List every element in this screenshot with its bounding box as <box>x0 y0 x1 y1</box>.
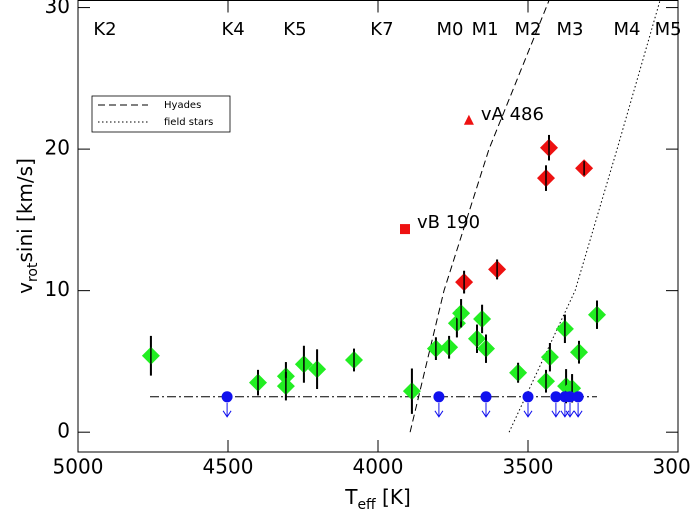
circle-marker <box>550 391 562 403</box>
circle-marker <box>522 391 534 403</box>
y-axis-label: vrotsini [km/s] <box>13 158 42 294</box>
spectral-type-label: M3 <box>557 19 584 40</box>
upper-limit-arrow <box>560 402 570 418</box>
x-tick-label: 4000 <box>353 455 404 479</box>
triangle-marker <box>463 114 474 125</box>
spectral-type-label: M2 <box>515 19 542 40</box>
y-tick-label: 10 <box>45 277 70 301</box>
point-label: vB 190 <box>417 212 480 233</box>
upper-limit-arrow <box>565 402 575 418</box>
spectral-type-label: K7 <box>370 19 393 40</box>
spectral-type-label: K2 <box>93 19 116 40</box>
point-label: vA 486 <box>481 104 544 125</box>
x-tick-label: 5000 <box>53 455 104 479</box>
y-tick-label: 0 <box>57 419 70 443</box>
spectral-type-label: K4 <box>221 19 244 40</box>
circle-marker <box>564 391 576 403</box>
legend-label: Hyades <box>164 100 201 111</box>
y-tick-label: 20 <box>45 136 70 160</box>
plot-border <box>77 0 679 453</box>
x-label-sub: eff <box>357 497 376 513</box>
line-series <box>508 0 661 433</box>
upper-limit-arrow <box>222 402 232 418</box>
spectral-type-label: M1 <box>472 19 499 40</box>
spectral-type-label: M0 <box>437 19 464 40</box>
y-label-main: v <box>13 282 37 294</box>
circle-marker <box>480 391 492 403</box>
legend-label: field stars <box>164 117 213 128</box>
upper-limit-arrow <box>434 402 444 418</box>
x-axis-label: Teff [K] <box>344 485 411 514</box>
circle-marker <box>572 391 584 403</box>
line-series <box>409 0 550 433</box>
square-marker <box>400 224 410 235</box>
upper-limit-arrow <box>551 402 561 418</box>
y-tick-label: 30 <box>45 0 70 18</box>
spectral-type-label: M5 <box>655 19 682 40</box>
y-label-sub: rot <box>25 262 41 282</box>
legend-box <box>91 95 231 133</box>
upper-limit-arrow <box>523 402 533 418</box>
x-label-rest: [K] <box>376 485 411 509</box>
x-tick-label: 3500 <box>503 455 554 479</box>
upper-limit-arrow <box>481 402 491 418</box>
upper-limit-arrow <box>573 402 583 418</box>
circle-marker <box>433 391 445 403</box>
spectral-type-label: K5 <box>283 19 306 40</box>
circle-marker <box>221 391 233 403</box>
x-tick-label: 4500 <box>203 455 254 479</box>
x-label-main: T <box>344 485 358 509</box>
spectral-type-label: M4 <box>614 19 641 40</box>
y-label-rest: sini [km/s] <box>13 158 37 262</box>
